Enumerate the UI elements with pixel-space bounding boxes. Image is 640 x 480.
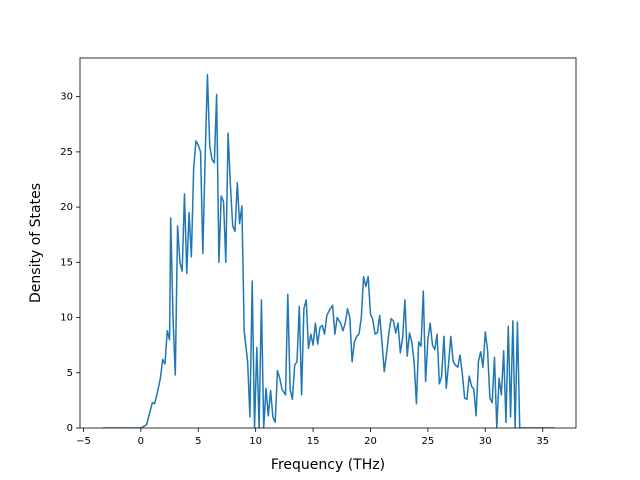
x-tick-label: −5 xyxy=(76,436,91,447)
x-tick-label: 35 xyxy=(536,436,549,447)
y-tick-label: 30 xyxy=(60,92,73,103)
x-tick-label: 15 xyxy=(307,436,320,447)
x-axis-label: Frequency (THz) xyxy=(271,457,385,473)
x-tick-label: 30 xyxy=(479,436,492,447)
x-tick-label: 0 xyxy=(138,436,144,447)
y-tick-label: 15 xyxy=(60,257,73,268)
y-tick-label: 5 xyxy=(67,368,73,379)
y-tick-label: 0 xyxy=(67,423,73,434)
x-tick-label: 20 xyxy=(364,436,377,447)
y-tick-label: 10 xyxy=(60,313,73,324)
y-axis-label: Density of States xyxy=(28,183,44,303)
x-tick-label: 10 xyxy=(249,436,262,447)
y-tick-label: 25 xyxy=(60,147,73,158)
x-tick-label: 25 xyxy=(422,436,435,447)
plot-frame xyxy=(79,57,577,429)
y-tick-label: 20 xyxy=(60,202,73,213)
data-line xyxy=(102,73,555,428)
x-tick-label: 5 xyxy=(195,436,201,447)
